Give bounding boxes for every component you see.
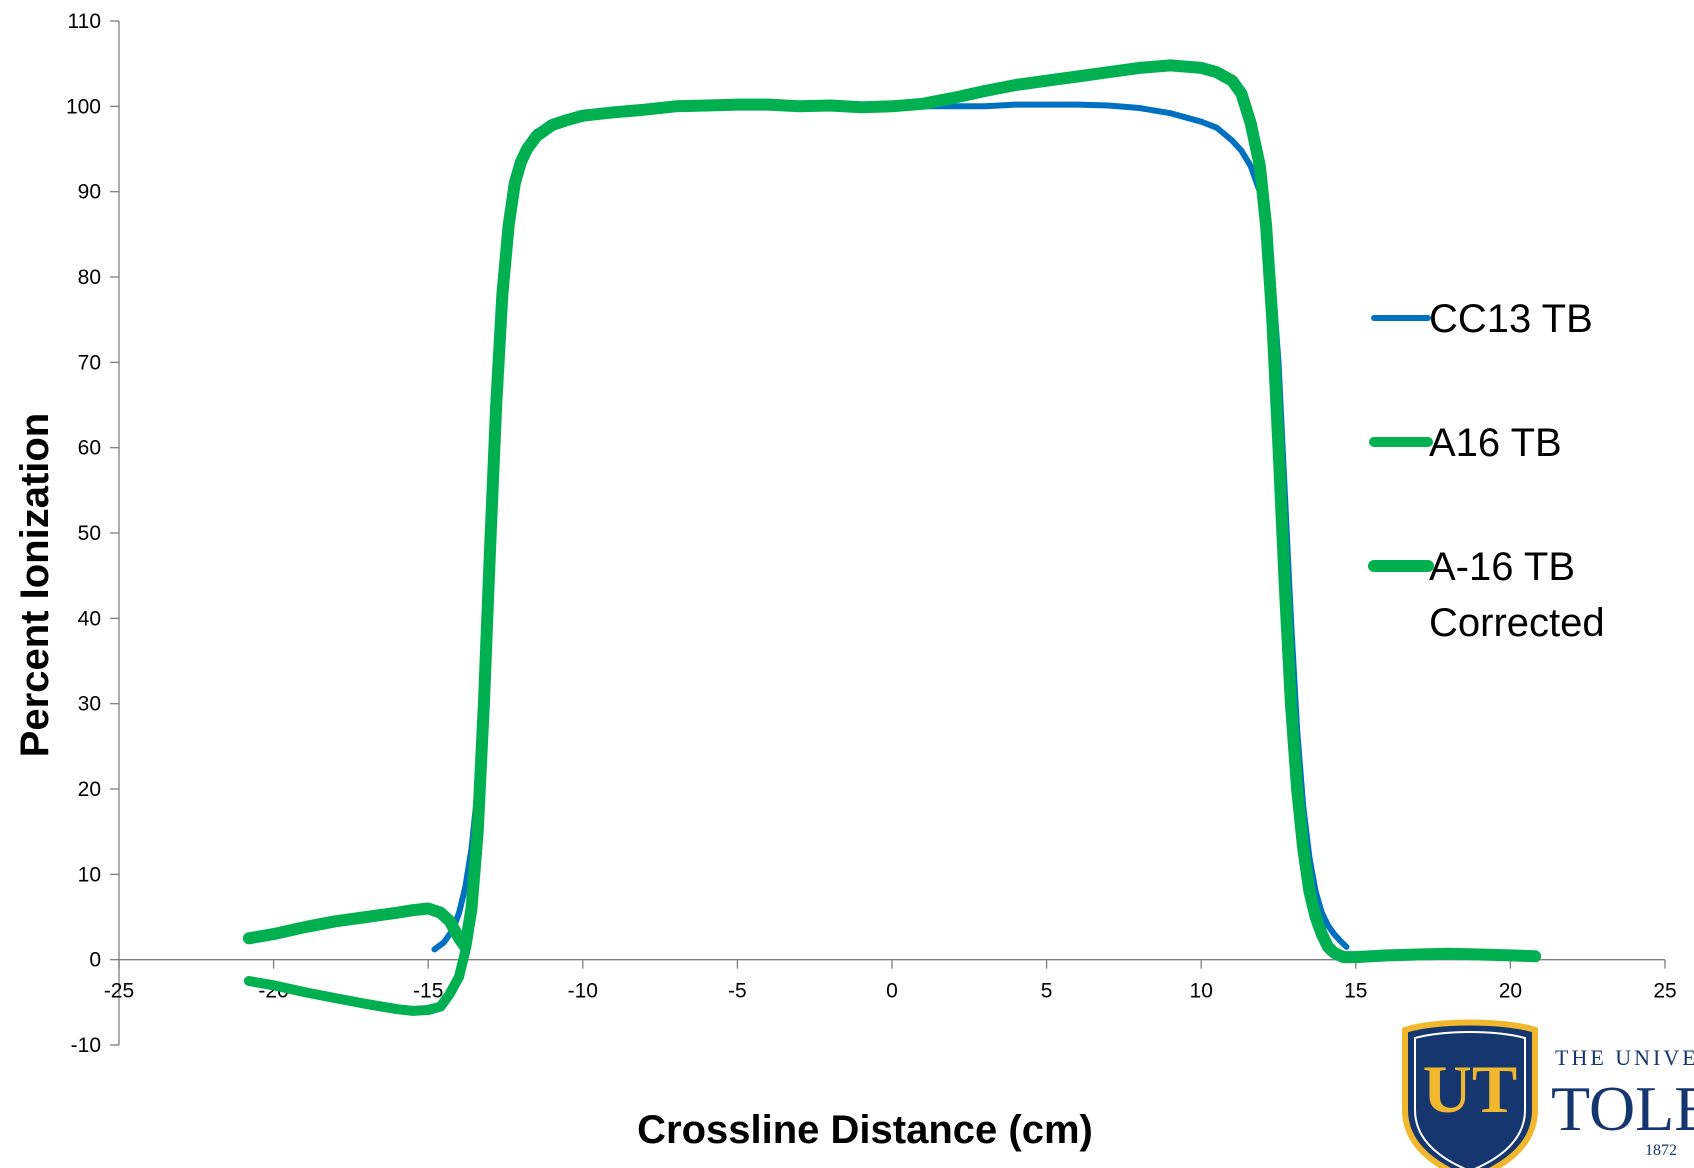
university-logo: UT THE UNIVE TOLE 1872 (1402, 1019, 1694, 1168)
y-tick-label: 100 (66, 95, 101, 118)
logo-year: 1872 (1645, 1142, 1677, 1159)
logo-line-1: THE UNIVE (1555, 1045, 1694, 1070)
x-tick-label: 0 (886, 980, 898, 1003)
y-tick-label: 20 (78, 778, 101, 801)
logo-line-2: TOLE (1551, 1073, 1694, 1144)
series-line-3 (242, 59, 1542, 964)
y-tick-label: 110 (68, 10, 101, 33)
x-tick-label: 20 (1499, 980, 1522, 1003)
y-axis-title: Percent Ionization (13, 413, 57, 758)
logo-monogram: UT (1423, 1051, 1517, 1127)
x-tick-label: -5 (728, 980, 747, 1003)
y-tick-label: 30 (78, 693, 101, 716)
x-tick-label: 10 (1190, 980, 1213, 1003)
y-tick-label: 90 (78, 181, 101, 204)
y-tick-label: 10 (78, 863, 101, 886)
x-tick-label: 25 (1653, 980, 1676, 1003)
y-tick-label: 40 (78, 607, 101, 630)
legend-label: A16 TB (1429, 421, 1562, 465)
x-tick-label: 15 (1344, 980, 1367, 1003)
x-tick-label: -10 (568, 980, 598, 1003)
legend-label: Corrected (1429, 601, 1605, 645)
shield-icon (1402, 1019, 1538, 1168)
y-tick-label: 50 (78, 522, 101, 545)
legend-label: A-16 TB (1429, 545, 1575, 589)
series-line-2 (243, 60, 1541, 1016)
x-tick-label: -15 (413, 980, 443, 1003)
y-tick-label: 0 (89, 949, 101, 972)
x-axis-title: Crossline Distance (cm) (637, 1108, 1093, 1152)
y-tick-label: 60 (78, 437, 101, 460)
legend-label: CC13 TB (1429, 297, 1593, 341)
y-tick-label: 70 (78, 351, 101, 374)
series-line-1 (431, 101, 1350, 953)
y-tick-label: -10 (71, 1034, 101, 1057)
legend: CC13 TB A16 TB A-16 TB Corrected (1368, 297, 1605, 645)
x-tick-label: -25 (104, 980, 134, 1003)
series-layer (242, 59, 1542, 1016)
x-tick-label: 5 (1041, 980, 1053, 1003)
shield-inner-icon (1414, 1031, 1526, 1168)
y-tick-label: 80 (78, 266, 101, 289)
